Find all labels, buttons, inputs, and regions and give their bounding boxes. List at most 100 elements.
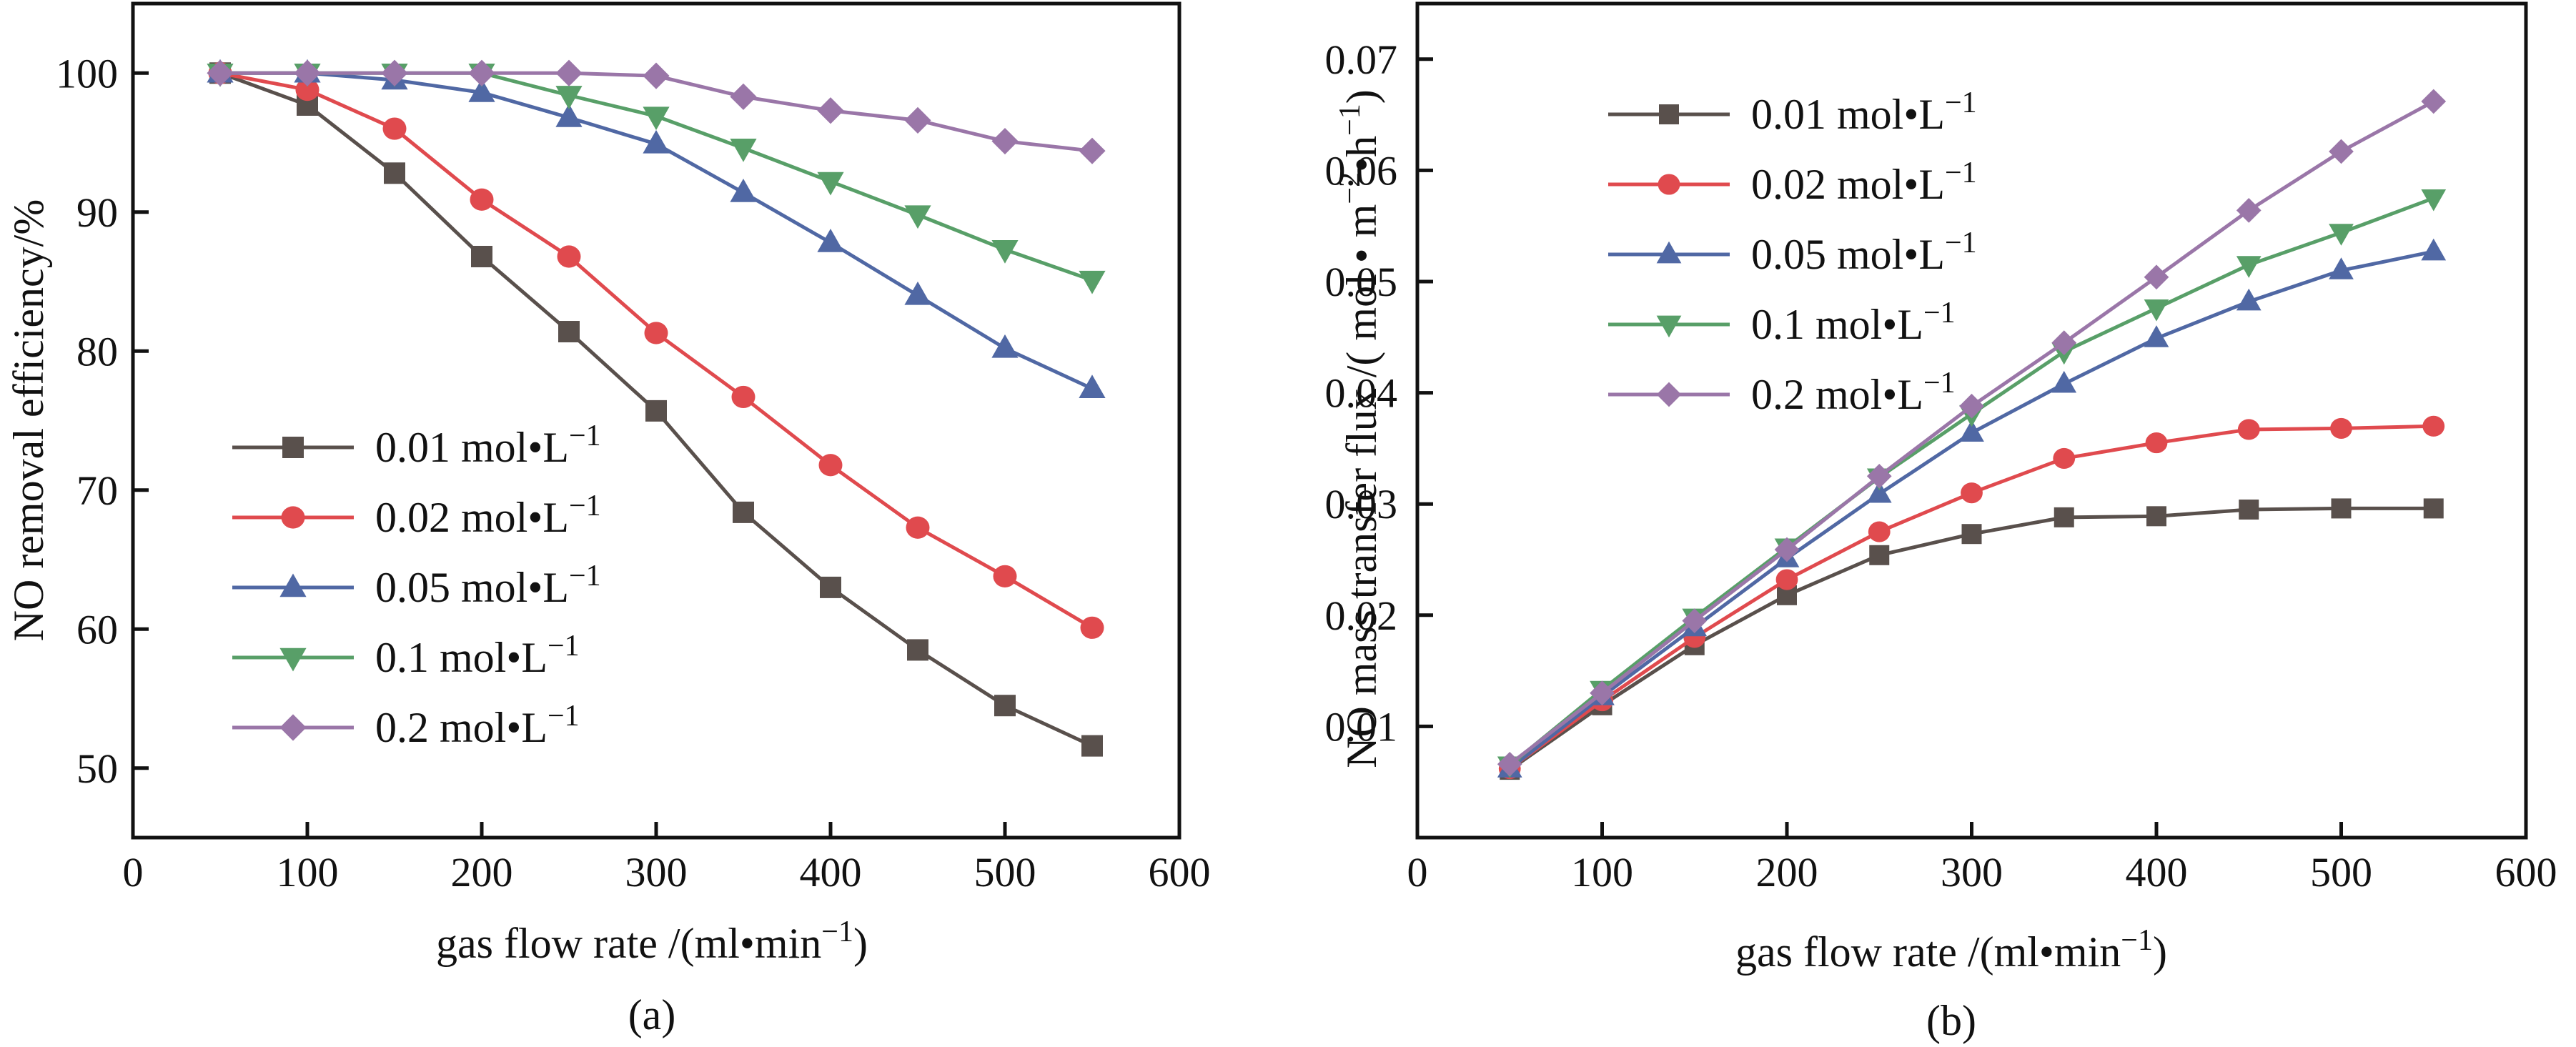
data-point (1868, 521, 1891, 542)
data-point (471, 245, 492, 267)
data-point (2421, 89, 2447, 114)
x-tick-label: 600 (1149, 849, 1211, 895)
x-tick-label: 400 (800, 849, 862, 895)
series-line (220, 71, 1093, 282)
data-point (470, 188, 494, 211)
data-point (1590, 680, 1615, 706)
data-point (817, 172, 844, 196)
data-point (2330, 417, 2352, 439)
data-point (557, 245, 581, 268)
y-tick-label: 100 (56, 50, 118, 96)
legend-label: 0.02 mol•L−1 (1751, 157, 1977, 208)
x-tick-label: 100 (277, 849, 339, 895)
x-tick-label: 400 (2126, 849, 2188, 895)
data-point (1080, 616, 1104, 639)
data-point (1774, 537, 1800, 562)
legend-marker (279, 714, 307, 741)
data-point (2329, 224, 2354, 246)
data-point (1079, 270, 1106, 294)
y-tick-label: 0.06 (1325, 147, 1398, 194)
legend-item: 0.1 mol•L−1 (232, 630, 580, 681)
data-point (2145, 432, 2168, 454)
data-point (906, 516, 930, 539)
data-point (904, 281, 931, 305)
series-0-01 (209, 62, 1103, 757)
data-point (820, 576, 841, 598)
data-point (1682, 608, 1708, 633)
data-point (994, 695, 1016, 717)
data-point (993, 565, 1017, 587)
data-point (730, 178, 757, 202)
data-point (2236, 288, 2262, 311)
data-point (643, 62, 670, 89)
x-tick-label: 300 (625, 849, 688, 895)
data-point (2421, 238, 2447, 261)
legend: 0.01 mol•L−1 0.02 mol•L−1 0.05 mol•L−1 0.1 … (232, 420, 601, 751)
legend-item: 0.1 mol•L−1 (1608, 297, 1956, 348)
x-axis-title: gas flow rate /(ml•min−1) (1735, 924, 2167, 976)
x-tick-label: 500 (974, 849, 1036, 895)
legend-marker (1656, 382, 1682, 407)
legend-item: 0.01 mol•L−1 (1608, 86, 1977, 138)
data-point (904, 106, 931, 134)
y-tick-label: 0.03 (1325, 481, 1398, 527)
data-point (555, 103, 583, 127)
legend-label: 0.05 mol•L−1 (1751, 227, 1977, 278)
data-point (644, 322, 668, 344)
data-point (2054, 507, 2074, 527)
y-tick-label: 60 (76, 606, 118, 652)
data-point (2423, 498, 2444, 519)
data-point (991, 240, 1019, 264)
legend-marker (279, 573, 307, 597)
data-point (1961, 524, 1982, 545)
series-0-02 (1498, 415, 2445, 780)
legend-label: 0.2 mol•L−1 (375, 700, 580, 751)
data-point (382, 117, 407, 140)
legend-item: 0.02 mol•L−1 (232, 490, 601, 541)
y-tick-label: 70 (76, 467, 118, 514)
x-tick-label: 200 (1756, 849, 1818, 895)
data-point (817, 97, 844, 124)
data-point (1866, 480, 1892, 503)
data-point (2051, 330, 2077, 355)
y-tick-label: 90 (76, 189, 118, 236)
legend-item: 0.01 mol•L−1 (232, 420, 601, 471)
data-point (907, 639, 928, 661)
x-axis-title: gas flow rate /(ml•min−1) (436, 915, 868, 967)
data-point (555, 86, 583, 109)
legend-label: 0.01 mol•L−1 (375, 420, 601, 471)
legend: 0.01 mol•L−1 0.02 mol•L−1 0.05 mol•L−1 0.1 … (1608, 86, 1977, 418)
y-tick-label: 80 (76, 328, 118, 374)
data-point (2329, 257, 2354, 279)
series-0-2 (1497, 89, 2447, 777)
legend-marker (279, 647, 307, 672)
data-point (2239, 499, 2259, 520)
legend-marker (1659, 104, 1679, 124)
data-point (384, 162, 405, 184)
data-point (1959, 420, 1984, 442)
data-point (643, 106, 670, 131)
data-point (1081, 735, 1103, 757)
series-0-2 (207, 59, 1106, 164)
series-0-05 (1497, 238, 2447, 778)
data-point (2053, 447, 2076, 469)
data-point (1497, 751, 1522, 777)
data-point (817, 229, 844, 252)
y-tick-label: 50 (76, 745, 118, 792)
data-point (731, 385, 756, 409)
legend-label: 0.02 mol•L−1 (375, 490, 601, 541)
data-point (468, 78, 495, 102)
x-tick-label: 0 (1407, 849, 1428, 895)
x-tick-label: 300 (1941, 849, 2003, 895)
data-point (1775, 569, 1798, 590)
legend-label: 0.1 mol•L−1 (375, 630, 580, 681)
y-tick-label: 0.05 (1325, 259, 1398, 305)
data-point (207, 59, 234, 86)
y-tick-label: 0.02 (1325, 592, 1398, 639)
x-tick-label: 200 (451, 849, 513, 895)
data-point (2144, 299, 2169, 322)
data-point (730, 139, 757, 162)
x-tick-label: 0 (123, 849, 144, 895)
legend-label: 0.1 mol•L−1 (1751, 297, 1956, 348)
